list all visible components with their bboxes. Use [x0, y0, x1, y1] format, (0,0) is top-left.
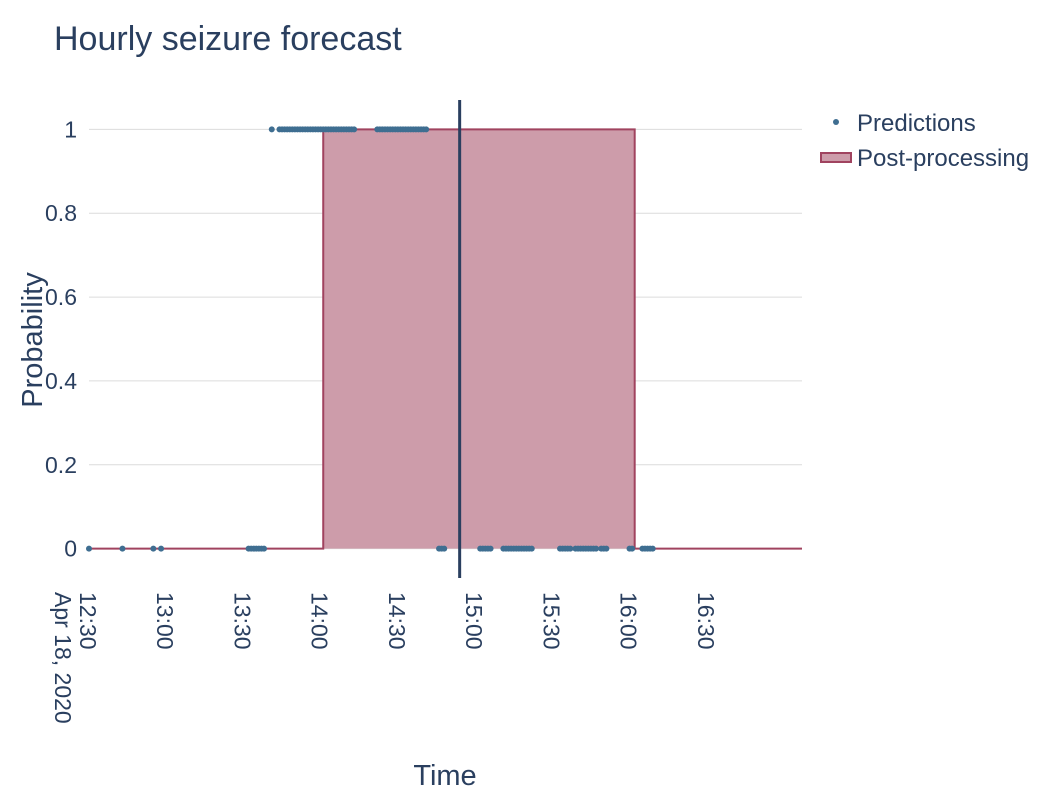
prediction-point — [150, 545, 157, 552]
chart-title: Hourly seizure forecast — [54, 20, 402, 58]
y-tick-label: 0 — [64, 536, 77, 562]
legend-item-post-processing[interactable]: Post-processing — [820, 145, 1029, 172]
prediction-point — [528, 545, 535, 552]
x-tick-label: 13:00 — [152, 592, 178, 650]
x-tick-label: 15:00 — [461, 592, 487, 650]
post-processing-fill — [89, 129, 802, 549]
prediction-point — [351, 126, 358, 133]
prediction-point — [649, 545, 656, 552]
y-tick-label: 0.2 — [45, 452, 77, 478]
legend-swatch-post-processing — [820, 152, 852, 163]
prediction-point — [567, 545, 574, 552]
prediction-point — [119, 545, 126, 552]
legend-item-predictions[interactable]: Predictions — [833, 110, 976, 137]
prediction-point — [629, 545, 636, 552]
prediction-point — [441, 545, 448, 552]
post-processing-line — [89, 128, 802, 550]
x-tick-label: 12:30 — [75, 592, 101, 650]
prediction-point — [603, 545, 610, 552]
post-processing-line-layer — [89, 128, 802, 550]
prediction-point — [268, 126, 275, 133]
x-axis-title: Time — [413, 760, 476, 792]
y-tick-label: 1 — [64, 116, 77, 142]
x-tick-label: 14:00 — [307, 592, 333, 650]
y-tick-label: 0.4 — [45, 368, 77, 394]
x-tick-date-label: Apr 18, 2020 — [50, 592, 76, 724]
x-tick-label: 13:30 — [229, 592, 255, 650]
y-axis-ticks: 0 0.2 0.4 0.6 0.8 1 — [45, 116, 77, 561]
prediction-point — [593, 545, 600, 552]
legend-label-predictions: Predictions — [857, 110, 976, 137]
x-tick-label: 14:30 — [384, 592, 410, 650]
predictions-points — [86, 126, 656, 552]
legend[interactable]: Predictions Post-processing — [820, 110, 1029, 172]
post-processing-area — [89, 129, 802, 549]
legend-marker-predictions — [833, 119, 839, 125]
y-tick-label: 0.8 — [45, 200, 77, 226]
legend-label-post-processing: Post-processing — [857, 145, 1029, 172]
prediction-point — [487, 545, 494, 552]
y-axis-title: Probability — [17, 272, 49, 408]
x-tick-label: 15:30 — [538, 592, 564, 650]
x-tick-label: 16:00 — [616, 592, 642, 650]
prediction-point — [158, 545, 165, 552]
prediction-point — [423, 126, 430, 133]
prediction-point — [261, 545, 268, 552]
y-tick-label: 0.6 — [45, 284, 77, 310]
x-tick-label: 16:30 — [693, 592, 719, 650]
prediction-point — [86, 545, 92, 552]
